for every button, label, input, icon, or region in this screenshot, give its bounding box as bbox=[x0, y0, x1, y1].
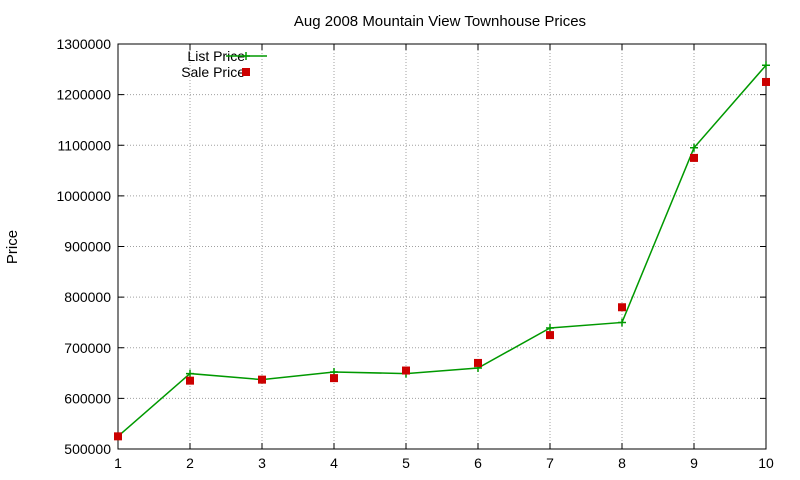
x-tick-label: 8 bbox=[618, 455, 626, 471]
legend-square-marker bbox=[242, 68, 250, 76]
y-tick-label: 1300000 bbox=[56, 36, 111, 52]
list-price-point bbox=[186, 369, 194, 378]
sale-price-point bbox=[474, 358, 482, 367]
legend-label: List Price bbox=[187, 48, 245, 64]
x-tick-label: 6 bbox=[474, 455, 482, 471]
y-tick-label: 1000000 bbox=[56, 188, 111, 204]
y-tick-label: 800000 bbox=[64, 289, 111, 305]
y-tick-label: 1200000 bbox=[56, 87, 111, 103]
sale-price-point bbox=[258, 375, 266, 384]
x-tick-label: 1 bbox=[114, 455, 122, 471]
list-price-point bbox=[690, 143, 698, 152]
list-price-point bbox=[618, 318, 626, 327]
y-tick-label: 1100000 bbox=[58, 137, 112, 153]
x-tick-label: 2 bbox=[186, 455, 194, 471]
sale-price-point bbox=[186, 376, 194, 385]
y-tick-label: 600000 bbox=[64, 390, 111, 406]
grid bbox=[118, 44, 766, 449]
plot-border bbox=[117, 43, 767, 450]
list-price-line bbox=[117, 64, 767, 437]
y-tick-label: 900000 bbox=[64, 239, 111, 255]
sale-price-point bbox=[618, 303, 626, 312]
chart-title: Aug 2008 Mountain View Townhouse Prices bbox=[294, 13, 586, 30]
x-tick-label: 3 bbox=[258, 455, 266, 471]
x-tick-label: 7 bbox=[546, 455, 554, 471]
sale-price-point bbox=[114, 432, 122, 441]
y-tick-label: 700000 bbox=[64, 340, 111, 356]
sale-price-point bbox=[402, 366, 410, 375]
x-tick-label: 9 bbox=[690, 455, 698, 471]
series-list-price bbox=[114, 61, 770, 441]
x-tick-label: 10 bbox=[758, 455, 774, 471]
sale-price-point bbox=[330, 374, 338, 383]
sale-price-point bbox=[546, 331, 554, 340]
legend-cross-marker bbox=[242, 52, 250, 60]
series-layer bbox=[114, 61, 770, 441]
list-price-point bbox=[762, 61, 770, 70]
axis-ticks: 5000006000007000008000009000001000000110… bbox=[56, 36, 774, 471]
sale-price-point bbox=[690, 153, 698, 162]
series-sale-price bbox=[114, 77, 770, 441]
x-tick-label: 5 bbox=[402, 455, 410, 471]
y-axis-label: Price bbox=[4, 230, 21, 264]
list-price-point bbox=[546, 324, 554, 333]
sale-price-point bbox=[762, 77, 770, 86]
y-tick-label: 500000 bbox=[64, 441, 111, 457]
legend-label: Sale Price bbox=[181, 64, 245, 80]
x-tick-label: 4 bbox=[330, 455, 338, 471]
